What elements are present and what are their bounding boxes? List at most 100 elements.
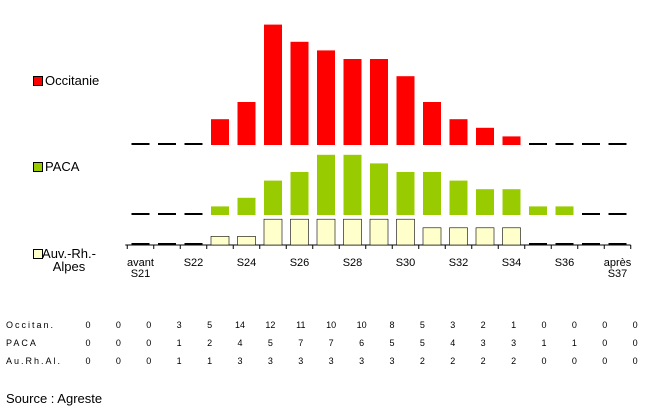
table-value: 3 [359,356,365,366]
table-value: 2 [480,320,486,330]
table-value: 2 [419,356,425,366]
table-value: 0 [115,338,121,348]
bar [211,206,229,215]
table-value: 0 [602,338,608,348]
bar [290,41,309,145]
table-value: 10 [356,320,367,330]
table-value: 10 [326,320,337,330]
x-tick-label: S26 [289,257,310,269]
source: Source : Agreste [6,391,103,406]
table-value: 0 [541,320,547,330]
table-value: 2 [511,356,517,366]
table-value: 0 [602,320,608,330]
table-value: 3 [511,338,517,348]
table-value: 5 [267,338,273,348]
bar [529,206,547,215]
bar [475,227,495,246]
x-tick-label: S24 [236,257,257,269]
x-tick-label: S34 [501,257,522,269]
table-value: 1 [541,338,547,348]
table-value: 3 [176,320,182,330]
table-value: 3 [480,338,486,348]
table-value: 0 [571,356,577,366]
table-value: 7 [328,338,334,348]
table-value: 6 [359,338,365,348]
table-value: 0 [146,338,152,348]
table-value: 4 [237,338,243,348]
legend-label: Auv.-Rh.-Alpes [42,246,96,274]
bar [502,189,521,215]
table-row-label: PACA [6,338,38,348]
table-value: 1 [511,320,517,330]
bar [290,218,309,246]
bar [370,163,388,215]
table-value: 5 [207,320,213,330]
bar [263,218,283,246]
x-tick-label: avant S21 [127,257,154,280]
bar [449,227,468,246]
legend-label: PACA [45,159,80,174]
table-value: 2 [450,356,456,366]
bar [343,59,362,145]
x-tick-label: S22 [183,257,204,269]
legend-label: Occitanie [45,73,100,88]
table-value: 0 [85,356,91,366]
x-tick-label: S36 [554,257,575,269]
bar [396,218,415,246]
table-value: 8 [389,320,395,330]
bar [290,172,309,215]
table-value: 1 [176,356,182,366]
table-row-label: Occitan. [6,320,56,330]
bar [476,127,494,145]
table-value: 12 [265,320,276,330]
bar [264,24,282,146]
bar [502,227,521,246]
bar [237,236,256,246]
table-value: 0 [146,356,152,366]
bar [264,180,282,215]
bar [210,236,230,246]
bar [423,172,441,215]
table-value: 0 [85,338,91,348]
table-value: 2 [480,356,486,366]
bar [211,119,229,145]
legend-swatch [33,76,43,86]
bar [502,136,521,145]
bar [370,59,388,145]
table-value: 4 [450,338,456,348]
table-value: 0 [115,356,121,366]
table-value: 14 [234,320,245,330]
table-value: 11 [296,320,306,330]
table-value: 5 [419,320,425,330]
table-value: 3 [237,356,243,366]
bar [369,218,389,246]
bar [316,218,336,246]
table-value: 3 [267,356,273,366]
bar [317,50,335,145]
bar [396,172,415,215]
bar [343,154,362,215]
x-tick-label: S30 [395,257,416,269]
table-row-label: Au.Rh.Al. [6,356,63,366]
table-value: 7 [298,338,304,348]
table-value: 1 [207,356,213,366]
bar [555,206,574,215]
x-tick-label: S32 [448,257,469,269]
bar [237,102,256,145]
table-value: 0 [115,320,121,330]
bar [449,119,468,145]
legend-swatch [33,249,43,259]
bar [423,102,441,145]
table-value: 5 [389,338,395,348]
bar [449,180,468,215]
table-value: 0 [541,356,547,366]
legend-swatch [33,162,43,172]
bar [317,154,335,215]
bar [422,227,442,246]
table-value: 0 [632,338,638,348]
table-value: 3 [328,356,334,366]
table-value: 1 [176,338,182,348]
table-value: 0 [571,320,577,330]
